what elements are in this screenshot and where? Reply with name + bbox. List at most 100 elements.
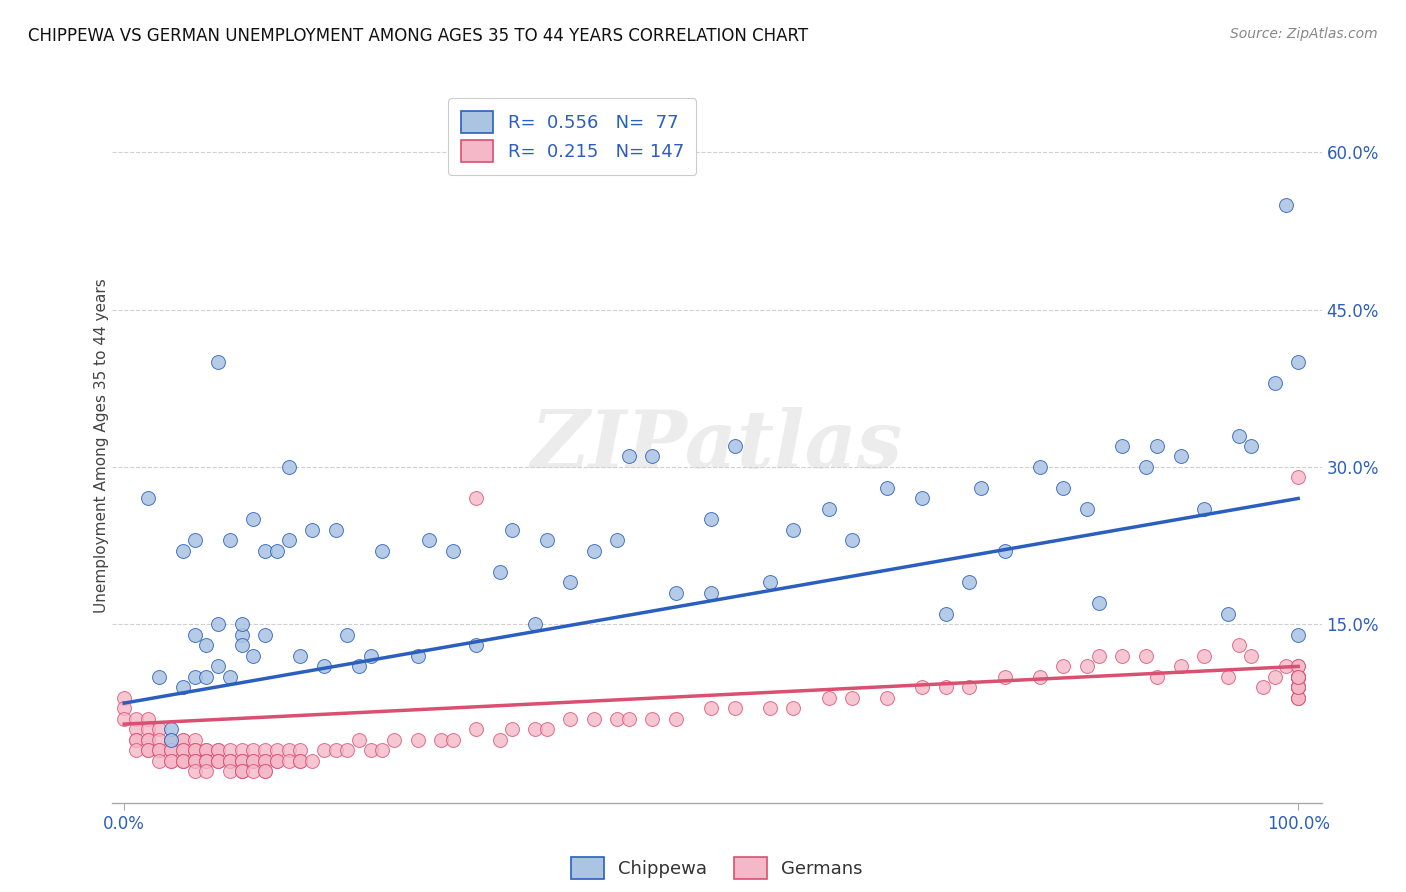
Point xyxy=(207,617,229,632)
Point xyxy=(277,460,299,475)
Point xyxy=(1052,481,1074,495)
Point xyxy=(560,712,582,726)
Point xyxy=(582,712,605,726)
Point xyxy=(1194,648,1216,663)
Point xyxy=(418,533,440,548)
Point xyxy=(1087,648,1109,663)
Point xyxy=(183,754,205,768)
Point xyxy=(406,732,429,747)
Point xyxy=(536,533,558,548)
Point xyxy=(207,754,229,768)
Point xyxy=(1286,670,1309,684)
Point xyxy=(935,681,957,695)
Point xyxy=(1229,639,1251,653)
Point xyxy=(136,743,159,757)
Point xyxy=(231,743,253,757)
Point xyxy=(1286,690,1309,705)
Point xyxy=(959,575,981,590)
Point xyxy=(1286,670,1309,684)
Point xyxy=(160,732,183,747)
Point xyxy=(160,723,183,737)
Point xyxy=(1194,502,1216,516)
Point xyxy=(1286,670,1309,684)
Point xyxy=(817,690,839,705)
Point xyxy=(195,670,218,684)
Point xyxy=(382,732,405,747)
Point xyxy=(959,681,981,695)
Point xyxy=(231,764,253,779)
Point xyxy=(1275,659,1298,673)
Point xyxy=(724,701,747,715)
Point xyxy=(207,743,229,757)
Point xyxy=(242,648,264,663)
Point xyxy=(911,491,934,506)
Point xyxy=(489,565,512,579)
Point xyxy=(994,544,1017,558)
Point xyxy=(183,732,205,747)
Point xyxy=(242,512,264,526)
Point xyxy=(876,481,898,495)
Point xyxy=(759,575,782,590)
Point xyxy=(136,723,159,737)
Point xyxy=(183,764,205,779)
Point xyxy=(112,701,135,715)
Point xyxy=(1251,681,1274,695)
Point xyxy=(183,754,205,768)
Point xyxy=(465,491,488,506)
Point xyxy=(1170,450,1192,464)
Point xyxy=(290,754,312,768)
Point xyxy=(160,754,183,768)
Point xyxy=(759,701,782,715)
Point xyxy=(231,617,253,632)
Point xyxy=(218,754,240,768)
Point xyxy=(1286,670,1309,684)
Legend: Chippewa, Germans: Chippewa, Germans xyxy=(564,850,870,887)
Point xyxy=(536,723,558,737)
Text: ZIPatlas: ZIPatlas xyxy=(531,408,903,484)
Point xyxy=(136,712,159,726)
Point xyxy=(254,764,277,779)
Point xyxy=(301,754,323,768)
Point xyxy=(1286,470,1309,484)
Point xyxy=(1216,607,1239,621)
Point xyxy=(1240,648,1263,663)
Point xyxy=(1076,502,1098,516)
Point xyxy=(347,732,370,747)
Point xyxy=(301,523,323,537)
Point xyxy=(1286,690,1309,705)
Point xyxy=(347,659,370,673)
Point xyxy=(266,544,288,558)
Point xyxy=(560,575,582,590)
Point xyxy=(207,355,229,369)
Point xyxy=(700,701,723,715)
Point xyxy=(183,628,205,642)
Point xyxy=(254,754,277,768)
Point xyxy=(195,764,218,779)
Point xyxy=(700,512,723,526)
Point xyxy=(218,670,240,684)
Point xyxy=(1286,681,1309,695)
Point xyxy=(148,743,170,757)
Point xyxy=(876,690,898,705)
Point xyxy=(1275,197,1298,211)
Point xyxy=(242,764,264,779)
Point xyxy=(207,743,229,757)
Point xyxy=(207,754,229,768)
Point xyxy=(195,754,218,768)
Point xyxy=(277,743,299,757)
Point xyxy=(125,732,148,747)
Point xyxy=(665,586,688,600)
Point xyxy=(325,523,347,537)
Point xyxy=(360,648,382,663)
Point xyxy=(231,754,253,768)
Point xyxy=(501,523,523,537)
Point xyxy=(371,743,394,757)
Point xyxy=(277,754,299,768)
Point xyxy=(148,754,170,768)
Point xyxy=(1087,596,1109,610)
Point xyxy=(148,670,170,684)
Point xyxy=(1286,681,1309,695)
Point xyxy=(112,712,135,726)
Point xyxy=(183,743,205,757)
Point xyxy=(724,439,747,453)
